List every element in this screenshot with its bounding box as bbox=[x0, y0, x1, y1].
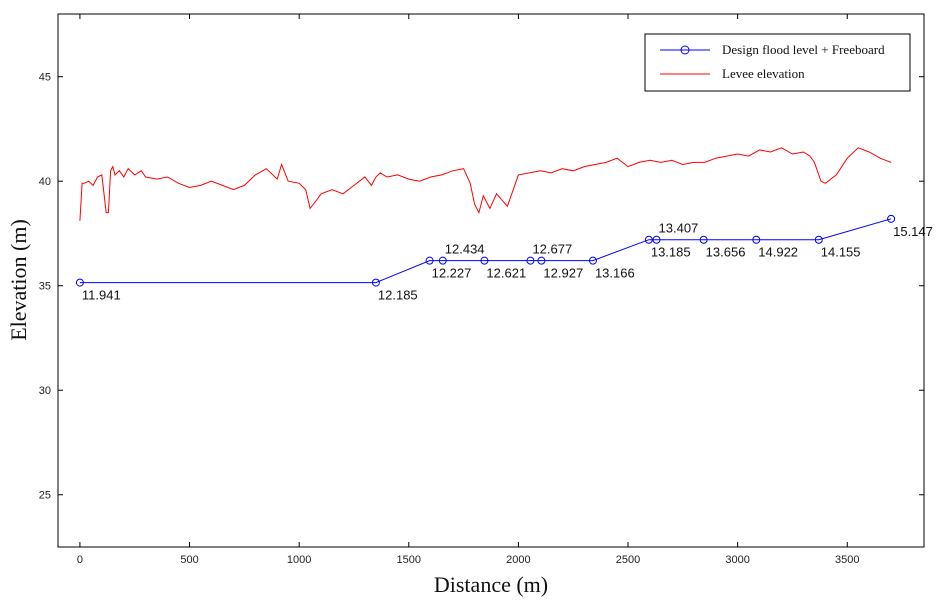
y-tick-label: 35 bbox=[39, 281, 51, 293]
legend-entry-design-flood: Design flood level + Freeboard bbox=[660, 42, 885, 57]
y-tick-label: 30 bbox=[39, 385, 51, 397]
design-flood-point bbox=[537, 256, 546, 265]
data-label: 14.155 bbox=[821, 245, 861, 260]
y-tick-label: 40 bbox=[39, 176, 51, 188]
data-label: 13.407 bbox=[659, 221, 699, 236]
legend-entry-levee: Levee elevation bbox=[660, 66, 805, 81]
data-label: 15.147 bbox=[893, 224, 933, 239]
data-label: 12.227 bbox=[432, 266, 472, 281]
design-flood-point bbox=[887, 214, 896, 223]
design-flood-point bbox=[588, 256, 597, 265]
x-tick-label: 0 bbox=[77, 554, 83, 566]
data-label: 13.166 bbox=[595, 266, 635, 281]
design-flood-point bbox=[438, 256, 447, 265]
x-tick-label: 500 bbox=[180, 554, 198, 566]
data-label: 11.941 bbox=[82, 288, 121, 303]
design-flood-point bbox=[652, 235, 661, 244]
data-label: 13.185 bbox=[651, 245, 691, 260]
y-axis-ticks: 25 30 35 40 45 bbox=[39, 72, 924, 502]
legend-label-levee: Levee elevation bbox=[722, 66, 805, 81]
series-line-design-flood bbox=[79, 218, 892, 284]
legend-box bbox=[644, 33, 911, 92]
design-flood-point bbox=[699, 235, 708, 244]
x-tick-label: 3000 bbox=[725, 554, 749, 566]
x-tick-label: 2000 bbox=[506, 554, 530, 566]
y-tick-label: 25 bbox=[39, 490, 51, 502]
design-flood-point bbox=[526, 256, 535, 265]
legend: Design flood level + Freeboard Levee ele… bbox=[644, 33, 911, 92]
x-tick-label: 1000 bbox=[287, 554, 311, 566]
data-label: 13.656 bbox=[706, 245, 746, 260]
series-line-levee bbox=[79, 147, 892, 221]
series-layer bbox=[75, 147, 896, 287]
x-axis-title: Distance (m) bbox=[434, 572, 548, 597]
x-tick-label: 2500 bbox=[616, 554, 640, 566]
x-axis-ticks: 0 500 1000 1500 2000 2500 3000 3500 bbox=[77, 14, 860, 566]
data-label: 12.621 bbox=[486, 266, 526, 281]
data-label: 12.677 bbox=[532, 242, 572, 257]
data-label: 12.927 bbox=[543, 266, 583, 281]
design-flood-point bbox=[75, 278, 84, 287]
design-flood-point bbox=[644, 235, 653, 244]
legend-marker-design-flood bbox=[680, 45, 690, 55]
design-flood-point bbox=[371, 278, 380, 287]
x-tick-label: 1500 bbox=[397, 554, 421, 566]
data-label: 12.434 bbox=[445, 242, 485, 257]
x-tick-label: 3500 bbox=[835, 554, 859, 566]
data-label: 14.922 bbox=[758, 245, 798, 260]
data-label: 12.185 bbox=[378, 288, 418, 303]
plot-area-frame bbox=[57, 13, 925, 548]
design-flood-point bbox=[425, 256, 434, 265]
design-flood-point bbox=[480, 256, 489, 265]
design-flood-point bbox=[752, 235, 761, 244]
legend-label-design-flood: Design flood level + Freeboard bbox=[722, 42, 885, 57]
y-tick-label: 45 bbox=[39, 72, 51, 84]
design-flood-point bbox=[814, 235, 823, 244]
y-axis-title: Elevation (m) bbox=[6, 219, 31, 341]
